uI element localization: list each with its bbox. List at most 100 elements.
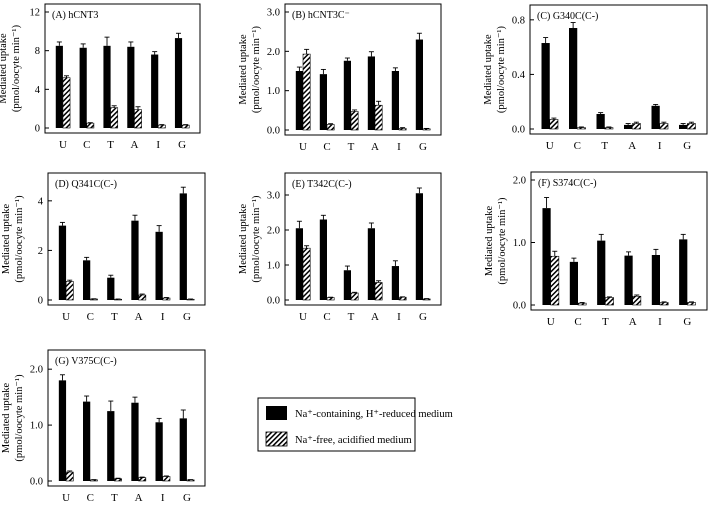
bar-na-free [577, 302, 587, 306]
plot-frame [47, 349, 206, 487]
y-axis-label: Mediated uptake (pmol/oocyte min⁻¹) [483, 25, 507, 113]
x-category-label: A [371, 311, 379, 323]
x-category-label: A [629, 316, 637, 328]
bar-na-containing [319, 74, 327, 130]
bar-na-free [138, 477, 147, 482]
bar-na-containing [83, 401, 91, 481]
y-tick-label: 2.0 [513, 176, 526, 187]
x-category-label: T [111, 311, 118, 323]
y-axis-label: Mediated uptake (pmol/oocyte min⁻¹) [238, 25, 262, 113]
x-category-label: A [135, 492, 143, 504]
bar-na-containing [367, 228, 375, 300]
x-category-label: I [397, 311, 401, 323]
x-category-label: I [156, 139, 160, 151]
chart-panel: 0 2 4 Mediated uptake (pmol/oocyte min⁻¹) (D)… [1, 172, 206, 323]
panel-title: (C) G340C(C-) [537, 11, 598, 22]
bar-na-containing [179, 193, 187, 300]
y-axis-label: Mediated uptake (pmol/oocyte min⁻¹) [484, 197, 508, 285]
y-axis-label: Mediated uptake (pmol/oocyte min⁻¹) [1, 374, 25, 462]
bar-na-containing [651, 105, 660, 129]
bar-na-containing [541, 43, 550, 129]
x-category-label: I [161, 311, 165, 323]
y-tick-label: 1.0 [267, 261, 280, 272]
legend-swatch-solid [266, 406, 287, 420]
plot-frame [530, 171, 708, 311]
bar-na-free [550, 255, 560, 306]
bar-na-free [350, 292, 359, 301]
bar-na-containing [179, 418, 187, 481]
bar-na-containing [58, 380, 67, 481]
y-tick-label: 4 [38, 196, 44, 207]
bar-na-free [631, 123, 641, 130]
bar-na-containing [319, 219, 327, 300]
bar-na-containing [58, 225, 67, 300]
bar-na-free [687, 302, 696, 306]
y-tick-label: 2.0 [267, 47, 280, 58]
x-category-label: T [348, 311, 355, 323]
bar-na-free [659, 123, 669, 130]
y-axis-label-line2: (pmol/oocyte min⁻¹) [251, 25, 262, 113]
bar-na-free [374, 104, 383, 131]
bar-na-free [605, 297, 614, 306]
chart-panel: 0.0 1.0 2.0 3.0 Mediated uptake (pmol/oocyte … [238, 3, 442, 153]
y-tick-label: 0 [35, 124, 40, 135]
chart-panel: 0.0 1.0 2.0 Mediated uptake (pmol/oocyte min… [484, 171, 708, 328]
y-tick-label: 3.0 [267, 8, 280, 19]
y-tick-label: 0.0 [512, 125, 525, 136]
y-axis-label-line1: Mediated uptake [484, 206, 495, 277]
y-tick-label: 0.0 [267, 296, 280, 307]
bar-na-free [302, 247, 311, 301]
bar-na-free [604, 127, 614, 130]
y-tick-label: 1.0 [267, 86, 280, 97]
x-category-label: T [602, 316, 609, 328]
y-tick-label: 8 [35, 46, 40, 57]
x-category-label: T [107, 139, 114, 151]
plot-frame [284, 172, 442, 306]
x-category-label: C [323, 311, 330, 323]
bar-na-free [398, 128, 407, 131]
bar-na-containing [343, 270, 351, 300]
x-category-label: G [183, 311, 191, 323]
x-category-label: U [299, 141, 307, 153]
bar-na-containing [415, 39, 423, 130]
y-tick-label: 0.0 [513, 301, 526, 312]
bar-na-containing [155, 231, 163, 300]
bar-na-containing [151, 54, 159, 128]
bar-na-free [326, 297, 335, 301]
legend-label-hatched: Na⁺-free, acidified medium [295, 435, 412, 446]
y-axis-label-line2: (pmol/oocyte min⁻¹) [496, 25, 507, 113]
x-category-label: C [574, 316, 581, 328]
bar-na-containing [107, 411, 115, 481]
bar-na-free [134, 109, 142, 129]
y-tick-label: 4 [35, 85, 41, 96]
bar-na-free [422, 128, 431, 131]
x-category-label: U [547, 316, 555, 328]
bar-na-containing [127, 46, 135, 128]
plot-frame [47, 172, 206, 306]
x-category-label: U [299, 311, 307, 323]
bar-na-containing [596, 113, 605, 129]
plot-frame [44, 3, 201, 134]
bar-na-free [374, 282, 383, 301]
bar-na-containing [391, 71, 399, 130]
bar-na-containing [79, 47, 87, 129]
y-axis-label-line1: Mediated uptake [483, 34, 494, 105]
x-category-label: A [628, 140, 636, 152]
chart-panel: 0.0 1.0 2.0 Mediated uptake (pmol/oocyte min… [1, 349, 206, 504]
bar-na-containing [651, 255, 660, 305]
bar-na-containing [624, 255, 633, 305]
y-axis-label-line1: Mediated uptake [238, 34, 249, 105]
y-tick-label: 2 [38, 246, 43, 257]
panel-title: (G) V375C(C-) [55, 356, 117, 367]
bar-na-containing [107, 277, 115, 300]
bar-na-free [398, 296, 407, 301]
x-category-label: G [683, 140, 691, 152]
x-category-label: C [87, 311, 94, 323]
bar-na-free [632, 295, 642, 306]
bar-na-free [576, 127, 586, 130]
y-tick-label: 2.0 [267, 226, 280, 237]
bar-na-free [162, 476, 171, 482]
